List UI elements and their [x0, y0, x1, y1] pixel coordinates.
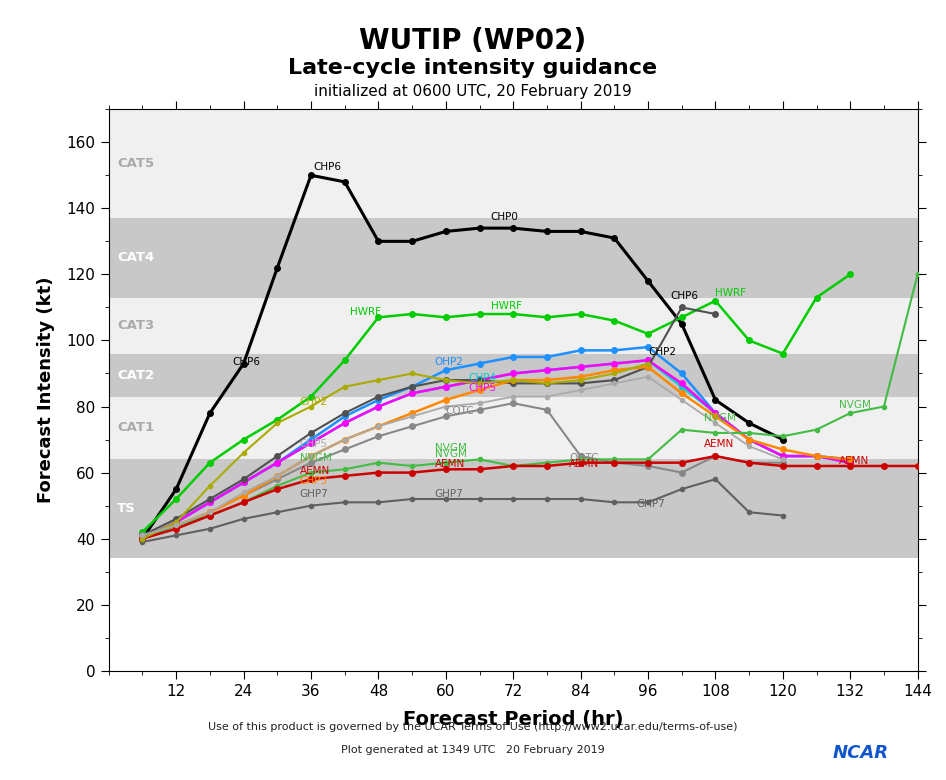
Text: AEMN: AEMN — [569, 459, 600, 470]
Text: CHP4: CHP4 — [468, 374, 497, 384]
Text: GHP7: GHP7 — [637, 499, 666, 509]
Text: COTC: COTC — [446, 406, 475, 417]
Bar — [109, 218, 918, 297]
Text: NVGM: NVGM — [434, 443, 466, 452]
Bar — [109, 396, 918, 459]
Text: NVGM: NVGM — [704, 413, 736, 423]
Bar — [109, 353, 918, 396]
Text: CHP2: CHP2 — [648, 347, 676, 357]
Text: NVGM: NVGM — [300, 452, 332, 463]
Text: HWRF: HWRF — [715, 288, 746, 297]
Text: Use of this product is governed by the UCAR Terms of Use (http://www2.ucar.edu/t: Use of this product is governed by the U… — [208, 722, 738, 732]
Text: Plot generated at 1349 UTC   20 February 2019: Plot generated at 1349 UTC 20 February 2… — [342, 745, 604, 755]
Text: CHP6: CHP6 — [671, 291, 698, 301]
Text: CHP0: CHP0 — [491, 211, 518, 222]
Text: CAT4: CAT4 — [117, 251, 154, 264]
Text: CHP5: CHP5 — [300, 439, 327, 449]
Text: CAT2: CAT2 — [117, 369, 154, 381]
Text: CHP5: CHP5 — [468, 383, 497, 393]
Text: CAT3: CAT3 — [117, 319, 154, 332]
Text: GHP7: GHP7 — [434, 489, 464, 499]
Text: NCAR: NCAR — [832, 743, 889, 762]
Text: CHP6: CHP6 — [314, 162, 342, 172]
Text: AEMN: AEMN — [434, 459, 464, 470]
Text: OOTC: OOTC — [569, 452, 599, 463]
Text: AEMN: AEMN — [300, 466, 330, 476]
Text: Late-cycle intensity guidance: Late-cycle intensity guidance — [289, 58, 657, 79]
Text: NVGM: NVGM — [434, 449, 466, 459]
Text: HWRF: HWRF — [350, 307, 381, 317]
Text: AEMN: AEMN — [704, 439, 734, 449]
Text: WUTIP (WP02): WUTIP (WP02) — [359, 27, 587, 55]
Text: GHP7: GHP7 — [300, 489, 328, 499]
Text: CAT5: CAT5 — [117, 158, 154, 170]
Text: HWRF: HWRF — [491, 301, 522, 310]
Text: NVGM: NVGM — [839, 400, 871, 410]
Bar — [109, 109, 918, 218]
Text: CAT1: CAT1 — [117, 421, 154, 434]
Bar — [109, 459, 918, 558]
X-axis label: Forecast Period (hr): Forecast Period (hr) — [403, 710, 623, 729]
Y-axis label: Forecast Intensity (kt): Forecast Intensity (kt) — [38, 277, 56, 503]
Text: CHP3: CHP3 — [300, 476, 327, 486]
Text: CHP6: CHP6 — [233, 357, 260, 367]
Text: CHP2: CHP2 — [300, 396, 327, 406]
Text: TS: TS — [117, 502, 136, 516]
Bar — [109, 297, 918, 353]
Text: AEMN: AEMN — [839, 456, 869, 466]
Text: OHP2: OHP2 — [434, 357, 464, 367]
Text: initialized at 0600 UTC, 20 February 2019: initialized at 0600 UTC, 20 February 201… — [314, 84, 632, 99]
